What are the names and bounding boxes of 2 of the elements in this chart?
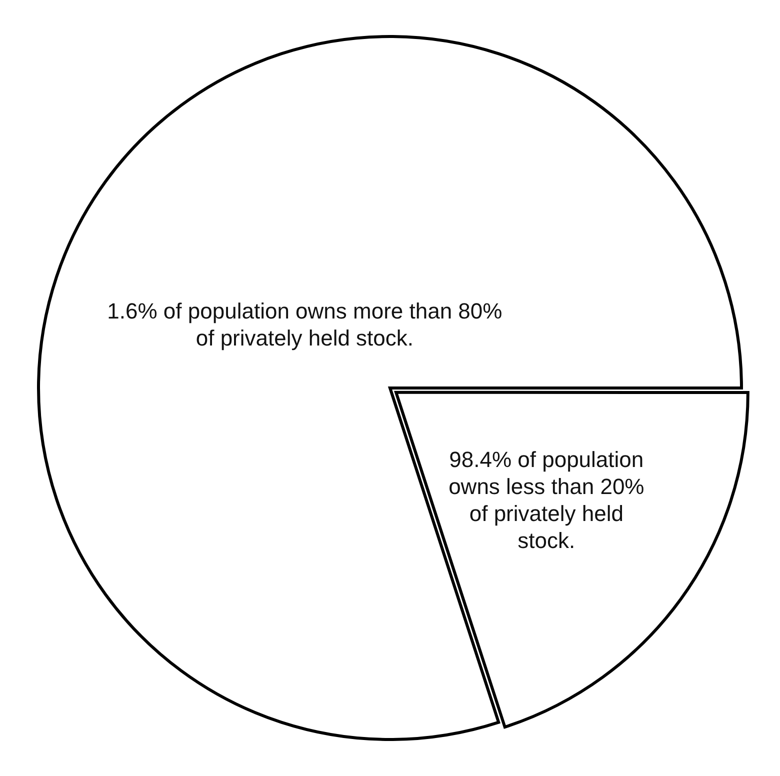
slice-label: 98.4% of population owns less than 20% of privately held stock. [448, 447, 644, 554]
slice-label: 1.6% of population owns more than 80% of privately held stock. [107, 298, 502, 351]
